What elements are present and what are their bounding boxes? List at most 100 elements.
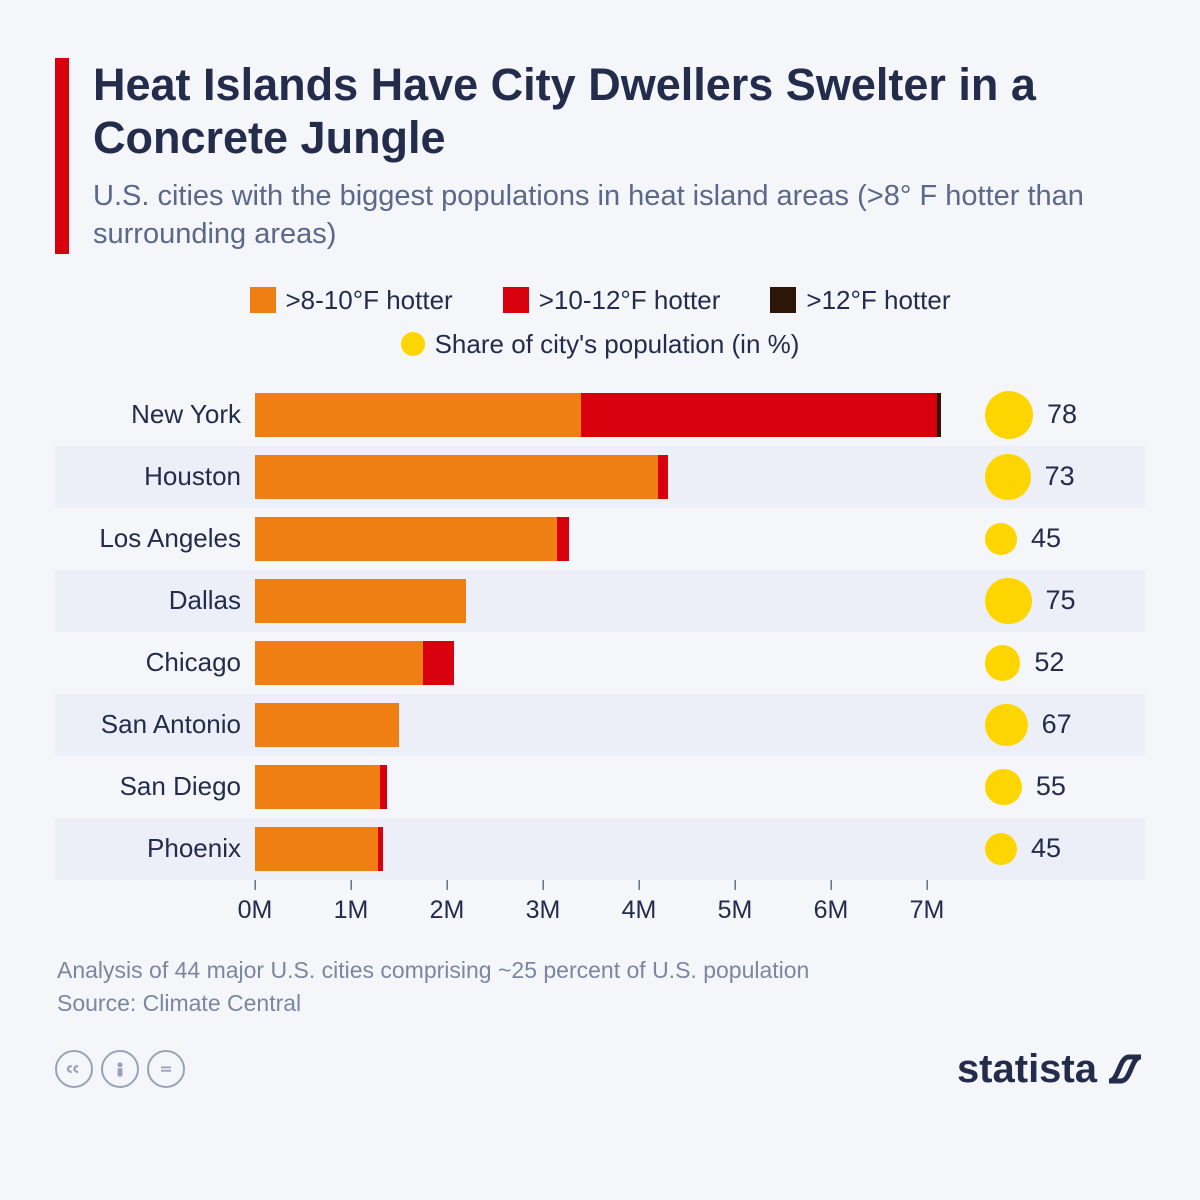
bar-segment — [423, 641, 454, 685]
axis-tick: 7M — [910, 880, 945, 925]
share-cell: 78 — [975, 384, 1145, 446]
bar-cell — [255, 818, 975, 880]
tick-mark — [830, 880, 831, 890]
share-value: 55 — [1036, 771, 1066, 802]
subtitle: U.S. cities with the biggest populations… — [93, 178, 1145, 253]
tick-label: 1M — [334, 896, 369, 925]
brand-logo-icon — [1105, 1049, 1145, 1089]
bar-track — [255, 579, 975, 623]
chart-row: Houston 73 — [55, 446, 1145, 508]
tick-mark — [638, 880, 639, 890]
legend-label: >12°F hotter — [806, 278, 950, 322]
share-value: 78 — [1047, 399, 1077, 430]
brand: statista — [957, 1047, 1145, 1092]
legend-circle-label: Share of city's population (in %) — [435, 322, 800, 366]
footnote-line: Source: Climate Central — [57, 987, 1145, 1020]
axis-tick: 5M — [718, 880, 753, 925]
tick-mark — [734, 880, 735, 890]
share-cell: 52 — [975, 632, 1145, 694]
bar-cell — [255, 508, 975, 570]
chart-row: Chicago52 — [55, 632, 1145, 694]
bar-segment — [255, 455, 658, 499]
bar-segment — [255, 517, 557, 561]
bar-cell — [255, 446, 975, 508]
share-value: 45 — [1031, 833, 1061, 864]
legend-label: >8-10°F hotter — [286, 278, 453, 322]
share-cell: 73 — [975, 446, 1145, 508]
tick-mark — [446, 880, 447, 890]
chart-row: Los Angeles 45 — [55, 508, 1145, 570]
bar-segment — [255, 393, 581, 437]
tick-mark — [926, 880, 927, 890]
tick-mark — [254, 880, 255, 890]
legend-circle-item: Share of city's population (in %) — [401, 322, 800, 366]
tick-label: 6M — [814, 896, 849, 925]
bar-segment — [557, 517, 569, 561]
bar-segment — [658, 455, 668, 499]
tick-label: 3M — [526, 896, 561, 925]
bar-segment — [380, 765, 387, 809]
legend-swatch — [770, 287, 796, 313]
share-cell: 45 — [975, 508, 1145, 570]
tick-label: 0M — [238, 896, 273, 925]
bar-chart: New York 78 Houston 73 Los Angeles 45 Dallas 75… — [55, 384, 1145, 880]
bar-segment — [255, 641, 423, 685]
share-cell: 75 — [975, 570, 1145, 632]
tick-label: 2M — [430, 896, 465, 925]
legend: >8-10°F hotter >10-12°F hotter >12°F hotte… — [55, 278, 1145, 366]
share-circle — [985, 769, 1022, 806]
share-value: 52 — [1034, 647, 1064, 678]
chart-row: Phoenix 45 — [55, 818, 1145, 880]
legend-swatch — [503, 287, 529, 313]
legend-row-circle: Share of city's population (in %) — [55, 322, 1145, 366]
bar-segment — [937, 393, 942, 437]
axis-tick: 2M — [430, 880, 465, 925]
bar-segment — [255, 703, 399, 747]
share-circle — [985, 645, 1020, 680]
brand-text: statista — [957, 1047, 1097, 1092]
title: Heat Islands Have City Dwellers Swelter … — [93, 58, 1145, 164]
tick-mark — [542, 880, 543, 890]
city-label: Phoenix — [55, 818, 255, 880]
city-label: Houston — [55, 446, 255, 508]
bar-track — [255, 827, 975, 871]
bar-track — [255, 517, 975, 561]
circle-icon — [401, 332, 425, 356]
share-circle — [985, 833, 1017, 865]
city-label: San Diego — [55, 756, 255, 818]
tick-label: 4M — [622, 896, 657, 925]
bar-track — [255, 455, 975, 499]
chart-row: San Diego 55 — [55, 756, 1145, 818]
share-circle — [985, 578, 1032, 625]
share-cell: 55 — [975, 756, 1145, 818]
axis-tick: 0M — [238, 880, 273, 925]
bar-segment — [255, 579, 466, 623]
share-circle — [985, 391, 1033, 439]
x-axis: 0M1M2M3M4M5M6M7M — [255, 880, 975, 936]
tick-label: 5M — [718, 896, 753, 925]
footer: statista — [55, 1047, 1145, 1092]
legend-item: >12°F hotter — [770, 278, 950, 322]
legend-label: >10-12°F hotter — [539, 278, 721, 322]
license-icons — [55, 1050, 185, 1088]
bar-cell — [255, 384, 975, 446]
city-label: Dallas — [55, 570, 255, 632]
bar-segment — [581, 393, 936, 437]
tick-mark — [350, 880, 351, 890]
footnote-line: Analysis of 44 major U.S. cities compris… — [57, 954, 1145, 987]
share-value: 75 — [1046, 585, 1076, 616]
header: Heat Islands Have City Dwellers Swelter … — [55, 58, 1145, 254]
city-label: Los Angeles — [55, 508, 255, 570]
city-label: New York — [55, 384, 255, 446]
legend-swatch — [250, 287, 276, 313]
share-circle — [985, 704, 1028, 747]
legend-item: >10-12°F hotter — [503, 278, 721, 322]
bar-segment — [255, 765, 380, 809]
nd-icon — [147, 1050, 185, 1088]
share-value: 67 — [1042, 709, 1072, 740]
bar-segment — [255, 827, 378, 871]
chart-row: New York 78 — [55, 384, 1145, 446]
accent-bar — [55, 58, 69, 254]
share-cell: 45 — [975, 818, 1145, 880]
bar-cell — [255, 756, 975, 818]
